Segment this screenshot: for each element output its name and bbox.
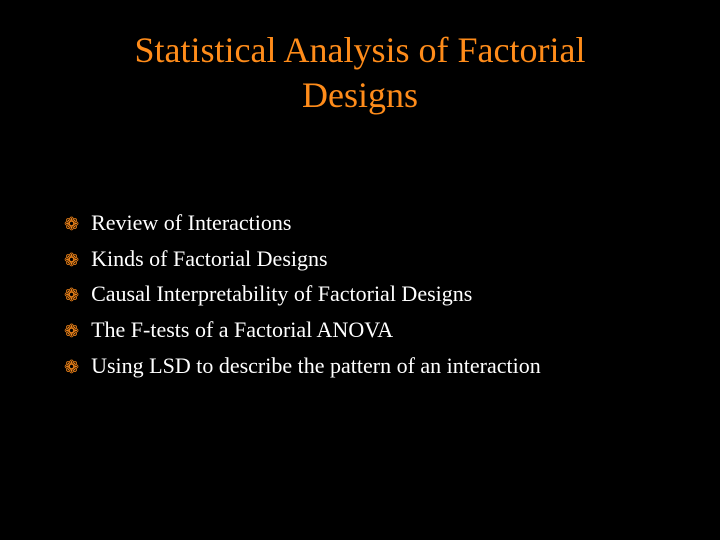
bullet-icon: ❁ (64, 285, 79, 306)
list-item: ❁ The F-tests of a Factorial ANOVA (64, 315, 680, 345)
bullet-text: Using LSD to describe the pattern of an … (91, 351, 541, 381)
bullet-icon: ❁ (64, 250, 79, 271)
list-item: ❁ Using LSD to describe the pattern of a… (64, 351, 680, 381)
list-item: ❁ Kinds of Factorial Designs (64, 244, 680, 274)
list-item: ❁ Causal Interpretability of Factorial D… (64, 279, 680, 309)
slide-container: Statistical Analysis of Factorial Design… (0, 0, 720, 540)
bullet-icon: ❁ (64, 321, 79, 342)
bullet-text: Causal Interpretability of Factorial Des… (91, 279, 472, 309)
bullet-icon: ❁ (64, 214, 79, 235)
bullet-text: Kinds of Factorial Designs (91, 244, 327, 274)
bullet-text: The F-tests of a Factorial ANOVA (91, 315, 393, 345)
list-item: ❁ Review of Interactions (64, 208, 680, 238)
bullet-text: Review of Interactions (91, 208, 291, 238)
bullet-icon: ❁ (64, 357, 79, 378)
bullet-list: ❁ Review of Interactions ❁ Kinds of Fact… (40, 208, 680, 380)
slide-title: Statistical Analysis of Factorial Design… (40, 28, 680, 118)
